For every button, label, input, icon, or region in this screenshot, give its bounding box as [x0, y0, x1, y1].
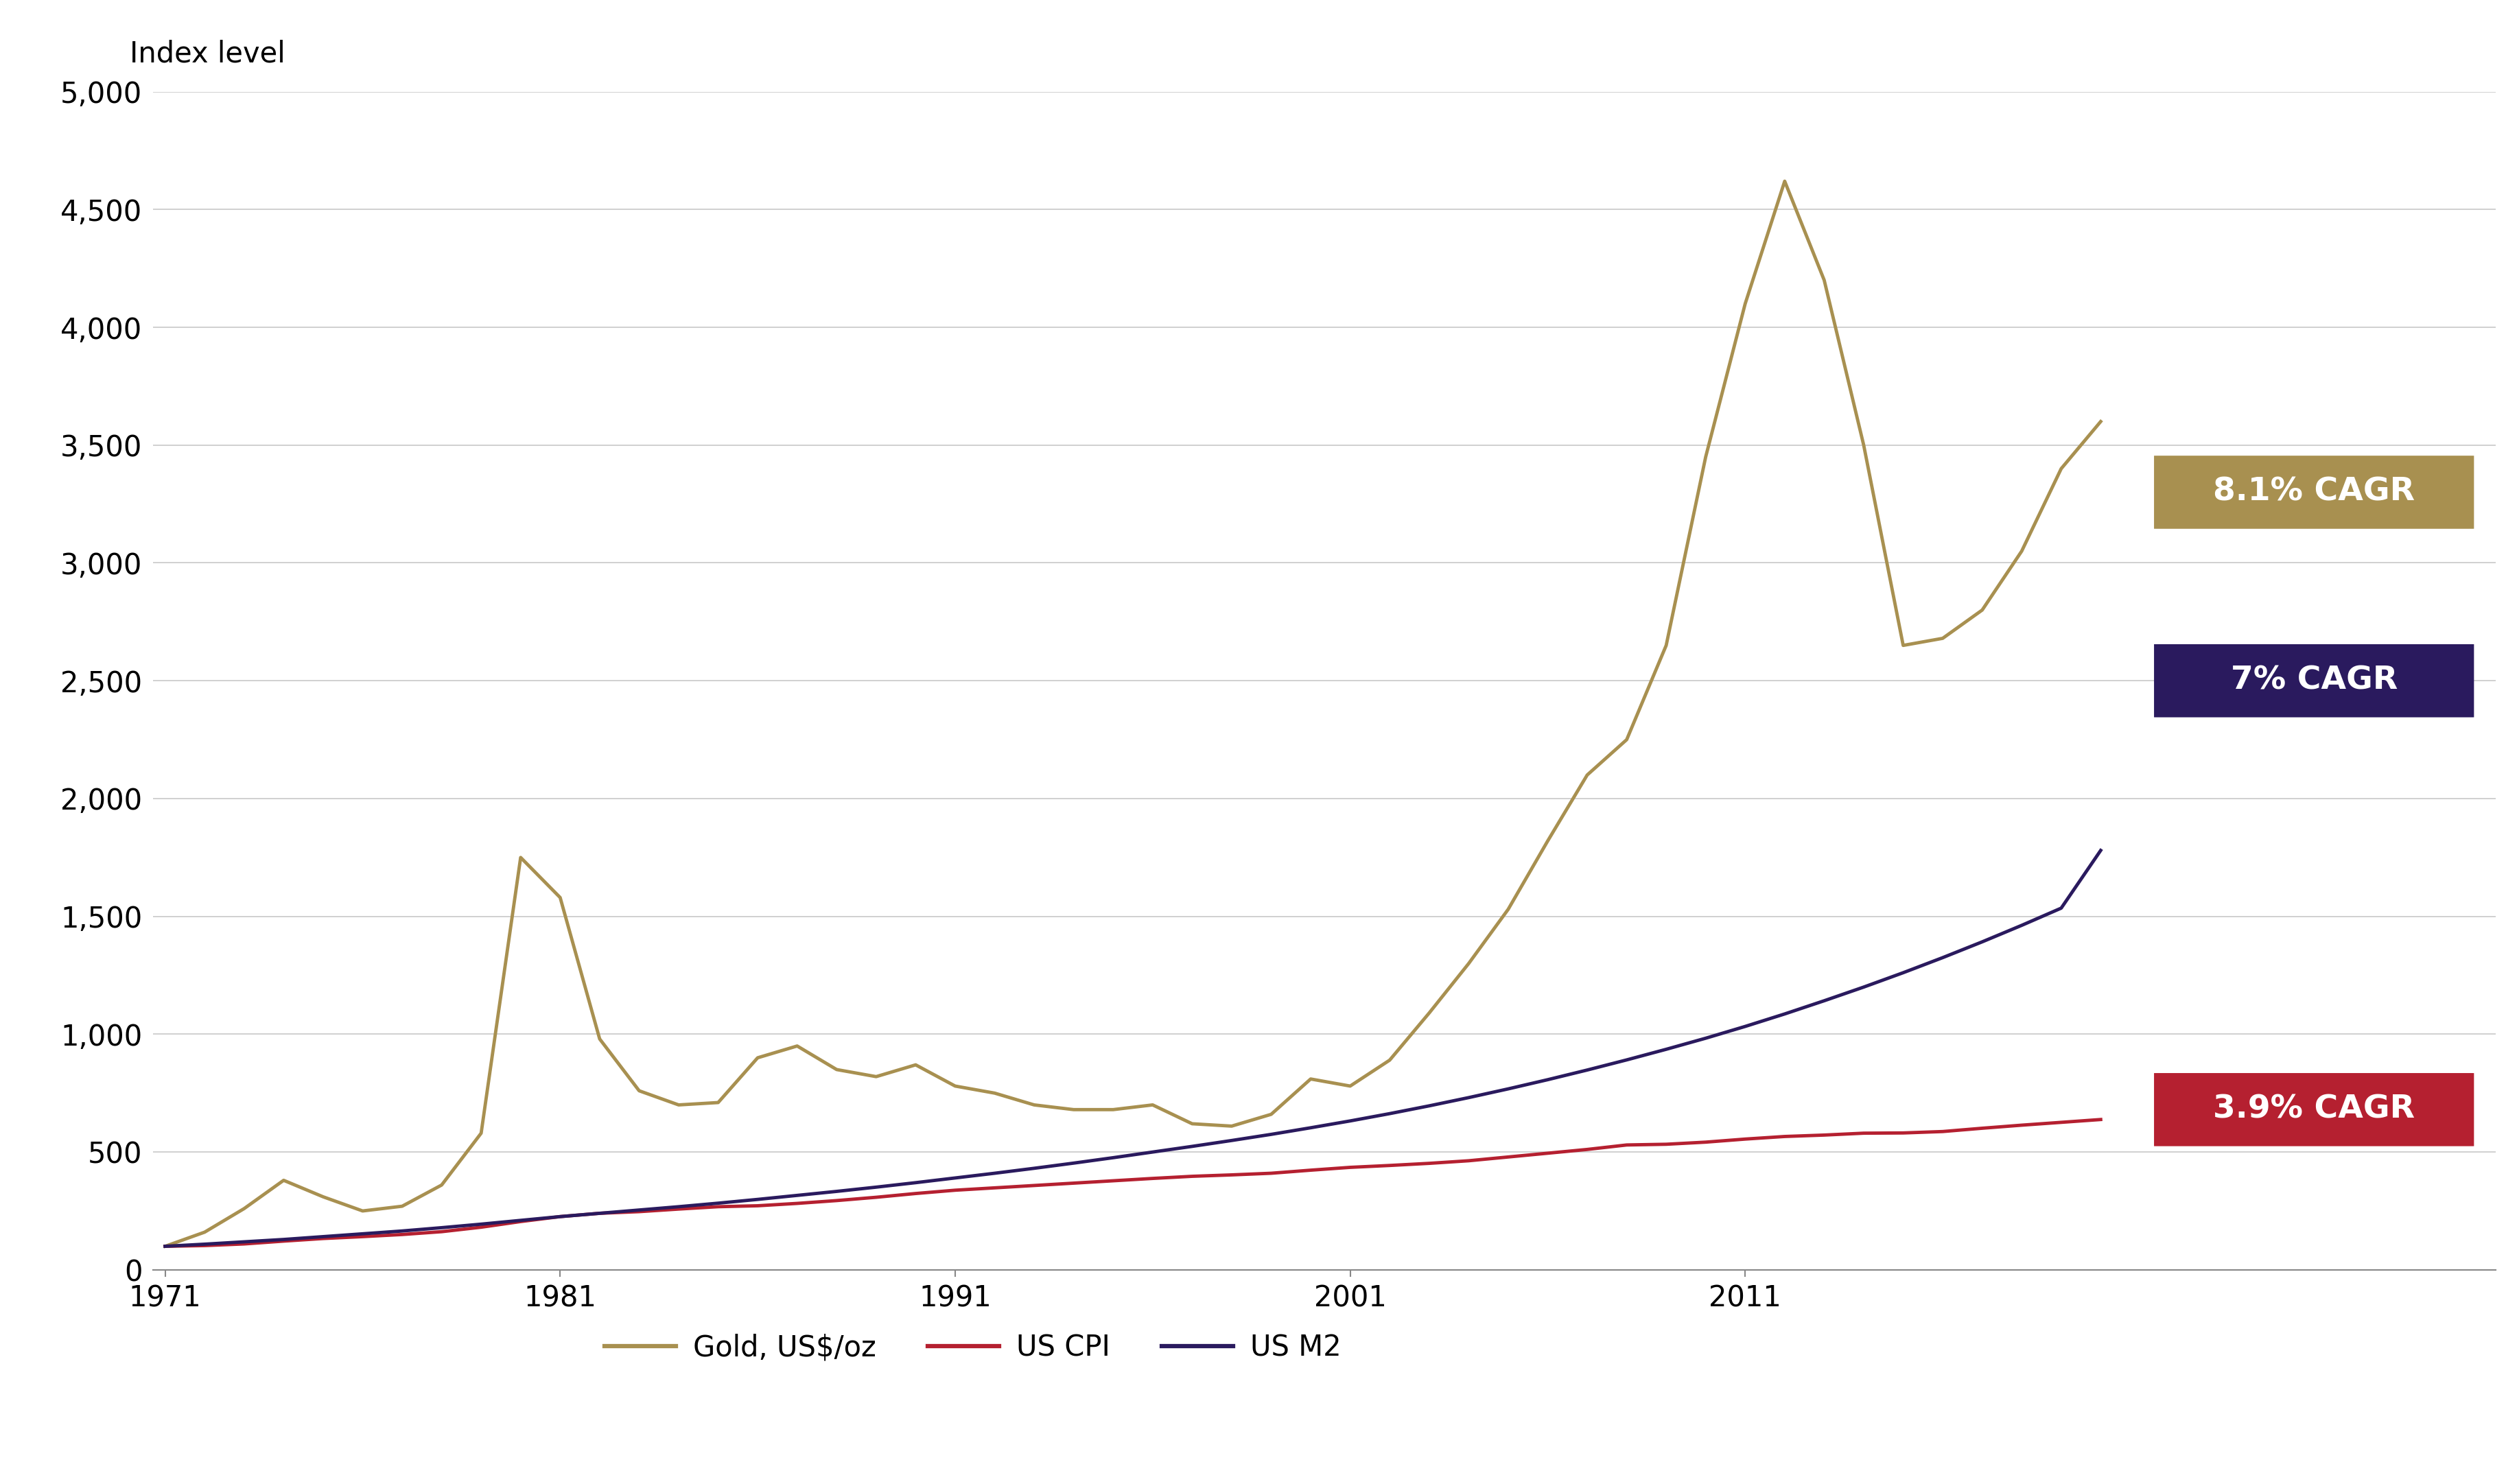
Legend: Gold, US$/oz, US CPI, US M2: Gold, US$/oz, US CPI, US M2 — [594, 1322, 1353, 1373]
FancyBboxPatch shape — [2155, 456, 2473, 528]
FancyBboxPatch shape — [2155, 1073, 2473, 1146]
FancyBboxPatch shape — [2155, 644, 2473, 717]
Text: 3.9% CAGR: 3.9% CAGR — [2213, 1094, 2416, 1125]
Text: 7% CAGR: 7% CAGR — [2230, 665, 2398, 696]
Text: Index level: Index level — [130, 39, 286, 68]
Text: 8.1% CAGR: 8.1% CAGR — [2213, 476, 2416, 508]
